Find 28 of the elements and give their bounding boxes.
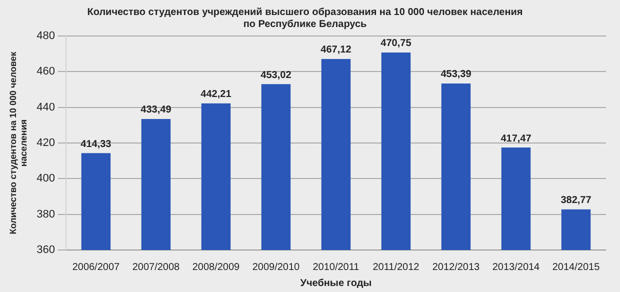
data-label: 470,75	[380, 38, 412, 50]
chart-title: Количество студентов учреждений высшего образования на 10 000 человек населения по Республике Беларусь	[87, 6, 523, 30]
data-label: 453,02	[260, 70, 292, 81]
x-tick-label: 2006/2007	[72, 262, 120, 273]
y-axis-title: Количество студентов на 10 000 человек населения	[8, 51, 29, 234]
data-label: 382,77	[560, 195, 592, 206]
y-tick-label: 380	[36, 208, 55, 220]
data-label: 453,39	[440, 69, 472, 80]
x-tick-label: 2009/2010	[252, 262, 300, 273]
x-tick-label: 2007/2008	[132, 262, 180, 273]
x-tick-label: 2010/2011	[312, 262, 360, 273]
data-label: 442,21	[200, 89, 232, 100]
x-tick-label: 2008/2009	[192, 262, 240, 273]
data-label: 417,47	[500, 133, 532, 144]
y-tick-label: 400	[36, 172, 55, 185]
data-label: 414,33	[80, 138, 112, 150]
y-tick-label: 420	[36, 137, 55, 150]
data-label: 433,49	[140, 104, 172, 116]
x-tick-label: 2014/2015	[552, 262, 600, 273]
x-tick-label: 2011/2012	[372, 262, 420, 273]
data-label: 467,12	[320, 44, 352, 56]
x-axis-title: Учебные годы	[300, 278, 372, 289]
x-tick-label: 2012/2013	[432, 262, 480, 273]
y-tick-label: 480	[36, 30, 55, 42]
y-tick-label: 360	[36, 244, 55, 256]
x-tick-label: 2013/2014	[492, 262, 540, 273]
y-tick-label: 460	[36, 66, 55, 78]
y-tick-label: 440	[36, 101, 55, 114]
